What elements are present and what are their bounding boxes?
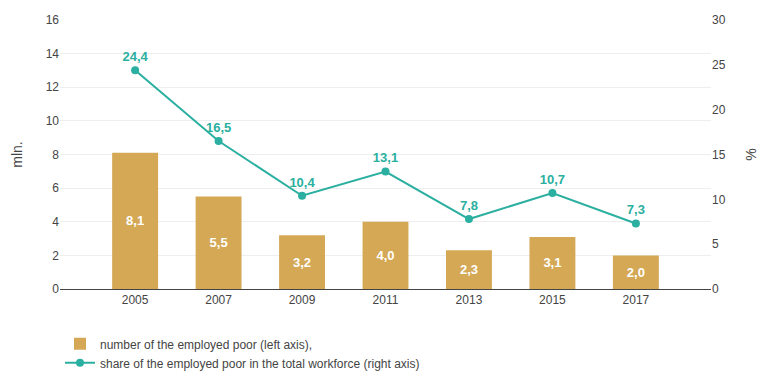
svg-text:5,5: 5,5 bbox=[210, 235, 228, 250]
svg-text:7,8: 7,8 bbox=[460, 198, 478, 213]
svg-text:2,3: 2,3 bbox=[460, 262, 478, 277]
svg-text:0: 0 bbox=[52, 282, 59, 296]
svg-text:2: 2 bbox=[52, 249, 59, 263]
svg-text:share of the employed poor in: share of the employed poor in the total … bbox=[100, 357, 420, 371]
svg-text:2,0: 2,0 bbox=[627, 265, 645, 280]
svg-text:2017: 2017 bbox=[623, 293, 650, 307]
svg-text:3,2: 3,2 bbox=[293, 255, 311, 270]
svg-text:14: 14 bbox=[46, 47, 60, 61]
svg-text:2009: 2009 bbox=[289, 293, 316, 307]
svg-text:8: 8 bbox=[52, 148, 59, 162]
svg-text:7,3: 7,3 bbox=[627, 202, 645, 217]
svg-text:4: 4 bbox=[52, 215, 59, 229]
svg-text:2007: 2007 bbox=[205, 293, 232, 307]
svg-text:2005: 2005 bbox=[122, 293, 149, 307]
svg-text:2011: 2011 bbox=[373, 293, 399, 307]
svg-text:20: 20 bbox=[712, 103, 726, 117]
svg-text:12: 12 bbox=[46, 80, 60, 94]
svg-text:6: 6 bbox=[52, 181, 59, 195]
svg-text:%: % bbox=[743, 148, 759, 160]
svg-text:15: 15 bbox=[712, 148, 726, 162]
svg-text:2013: 2013 bbox=[456, 293, 483, 307]
svg-text:25: 25 bbox=[712, 58, 726, 72]
svg-text:4,0: 4,0 bbox=[376, 248, 394, 263]
svg-text:10,4: 10,4 bbox=[289, 175, 315, 190]
svg-text:10,7: 10,7 bbox=[540, 172, 565, 187]
svg-text:2015: 2015 bbox=[539, 293, 566, 307]
svg-text:number of the employed poor (l: number of the employed poor (left axis), bbox=[100, 338, 312, 352]
svg-text:10: 10 bbox=[46, 114, 60, 128]
svg-text:16,5: 16,5 bbox=[206, 120, 231, 135]
svg-text:10: 10 bbox=[712, 193, 726, 207]
svg-text:30: 30 bbox=[712, 13, 726, 27]
svg-text:5: 5 bbox=[712, 237, 719, 251]
svg-text:13,1: 13,1 bbox=[373, 150, 398, 165]
svg-text:3,1: 3,1 bbox=[543, 255, 561, 270]
svg-text:16: 16 bbox=[46, 13, 60, 27]
svg-text:mln.: mln. bbox=[9, 141, 25, 167]
svg-text:0: 0 bbox=[712, 282, 719, 296]
svg-text:24,4: 24,4 bbox=[122, 49, 148, 64]
svg-text:8,1: 8,1 bbox=[126, 213, 144, 228]
